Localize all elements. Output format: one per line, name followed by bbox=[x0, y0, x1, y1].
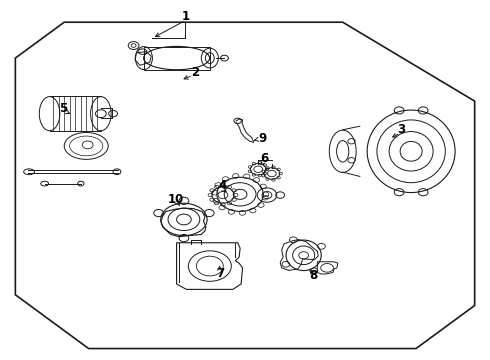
Text: 10: 10 bbox=[168, 193, 184, 206]
Text: 3: 3 bbox=[397, 123, 405, 136]
Text: 1: 1 bbox=[181, 10, 190, 23]
Bar bbox=[144, 46, 210, 69]
Text: 2: 2 bbox=[191, 66, 199, 79]
Text: 9: 9 bbox=[258, 132, 266, 145]
Text: 4: 4 bbox=[219, 179, 227, 192]
Text: 7: 7 bbox=[217, 267, 224, 280]
Text: 8: 8 bbox=[309, 269, 318, 282]
Text: 5: 5 bbox=[59, 102, 67, 115]
Text: 6: 6 bbox=[260, 152, 269, 165]
